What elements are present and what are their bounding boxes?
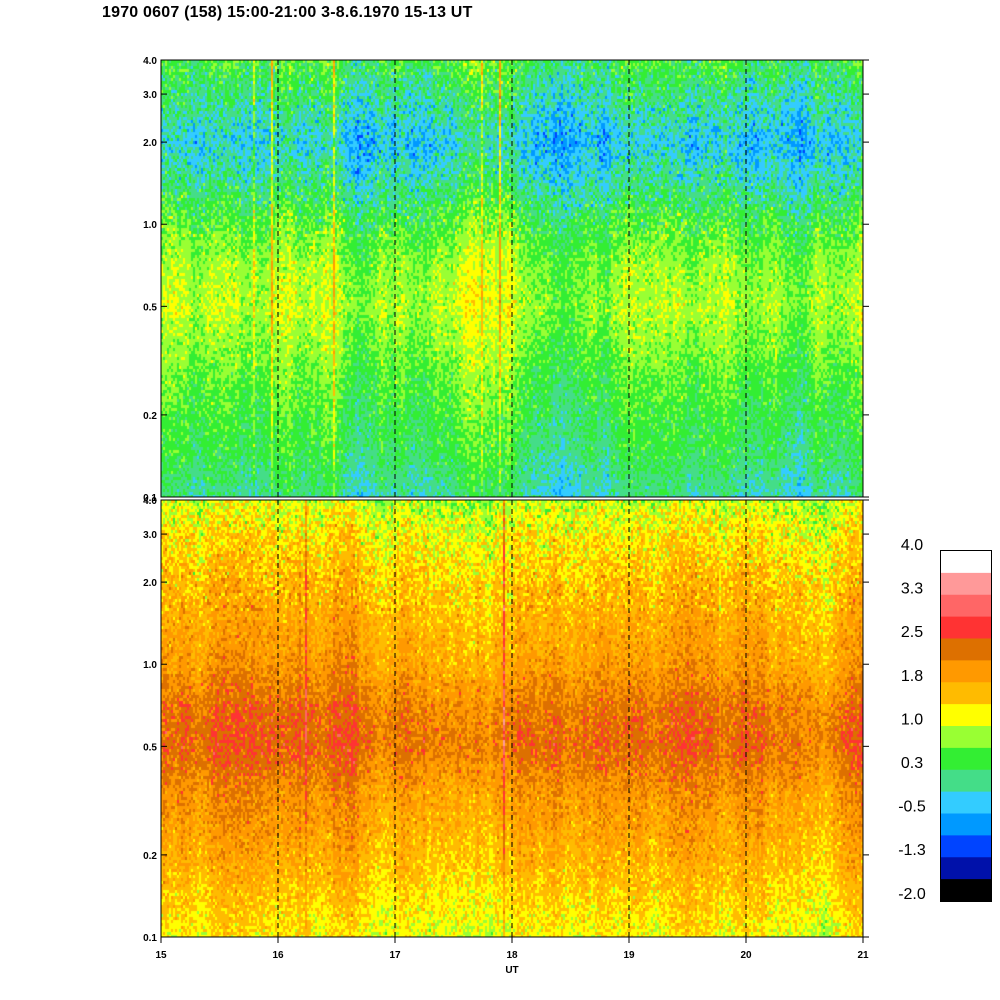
y-tick-label: 0.2 [143,411,157,422]
y-tick-label: 0.5 [143,302,157,313]
y-tick-label: 1.0 [143,220,157,231]
x-tick-label: 19 [623,950,635,961]
y-tick-label: 3.0 [143,90,157,101]
y-tick-label: 0.2 [143,851,157,862]
colorbar-segment [941,769,991,793]
colorbar-label: -2.0 [898,886,926,903]
y-tick-label: 0.1 [143,933,157,944]
y-tick-label: 2.0 [143,138,157,149]
colorbar-segment [941,747,991,771]
colorbar-segment [941,616,991,639]
colorbar-segment [941,791,991,814]
colorbar-segment [941,682,991,705]
y-tick-label: 3.0 [143,530,157,541]
colorbar-segment [941,638,991,661]
y-tick-label: 0.5 [143,742,157,753]
colorbar-segment [941,857,991,880]
colorbar-label: 0.3 [901,755,923,772]
x-tick-label: 16 [272,950,284,961]
colorbar-frame [940,550,992,902]
colorbar-segment [941,879,991,902]
y-tick-label: 2.0 [143,578,157,589]
y-tick-label: 0.1 [143,493,157,504]
x-tick-label: 21 [857,950,869,961]
colorbar-label: 2.5 [901,624,923,641]
y-tick-label: 4.0 [143,496,157,507]
colorbar-segment [941,594,991,618]
colorbar-segment [941,813,991,836]
colorbar [940,550,992,902]
colorbar-segment [941,551,991,574]
colorbar-label: -1.3 [898,842,926,859]
colorbar-segment [941,835,991,858]
colorbar-label: 1.0 [901,711,923,728]
colorbar-segment [941,704,991,727]
chart-title: 1970 0607 (158) 15:00-21:00 3-8.6.1970 1… [102,4,473,21]
x-axis-label: UT [505,965,518,976]
colorbar-label: 3.3 [901,581,923,598]
y-tick-label: 1.0 [143,660,157,671]
y-tick-label: 4.0 [143,56,157,67]
x-tick-label: 18 [506,950,518,961]
x-tick-label: 17 [389,950,401,961]
colorbar-segment [941,726,991,749]
x-tick-label: 15 [155,950,167,961]
x-tick-label: 20 [740,950,752,961]
colorbar-label: 4.0 [901,537,923,554]
colorbar-label: 1.8 [901,668,923,685]
colorbar-segment [941,572,991,596]
colorbar-label: -0.5 [898,799,926,816]
colorbar-segment [941,660,991,683]
